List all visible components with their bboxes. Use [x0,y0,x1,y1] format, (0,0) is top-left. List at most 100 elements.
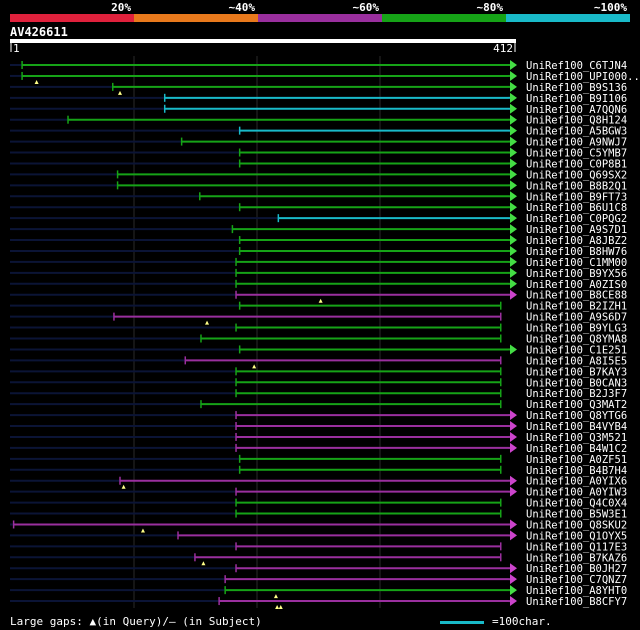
hit-label[interactable]: UniRef100_A0ZIS0 [526,279,627,291]
hit-row[interactable]: UniRef100_B9S136 [10,81,627,95]
hit-label[interactable]: UniRef100_B9YLG3 [526,323,627,335]
hit-row[interactable]: UniRef100_A9S6D7 [10,312,627,325]
hit-row[interactable]: UniRef100_B4W1C2 [10,442,627,455]
hit-row[interactable]: UniRef100_B9FT73 [10,191,627,203]
hit-label[interactable]: UniRef100_A7QQN6 [526,104,627,116]
hit-label[interactable]: UniRef100_B5W3E1 [526,509,627,521]
hit-row[interactable]: UniRef100_A0ZIS0 [10,278,627,291]
hit-row[interactable]: UniRef100_A5BGW3 [10,125,627,138]
hit-label[interactable]: UniRef100_B6U1C8 [526,202,627,214]
hit-label[interactable]: UniRef100_B4W1C2 [526,443,627,455]
hit-label[interactable]: UniRef100_B9S136 [526,82,627,94]
hit-row[interactable]: UniRef100_A0YIW3 [10,486,627,499]
hit-label[interactable]: UniRef100_B9FT73 [526,191,627,203]
hit-row[interactable]: UniRef100_B8B2Q1 [10,180,627,192]
hit-label[interactable]: UniRef100_B2IZH1 [526,301,627,313]
hit-label[interactable]: UniRef100_C0P8B1 [526,158,627,170]
hit-row[interactable]: UniRef100_A8JBZ2 [10,235,627,247]
hit-row[interactable]: UniRef100_B9YX56 [10,267,627,280]
hit-label[interactable]: UniRef100_C0PQG2 [526,213,627,225]
hit-row[interactable]: UniRef100_B7KAY3 [10,366,627,378]
hit-label[interactable]: UniRef100_B8CE88 [526,290,627,302]
hit-label[interactable]: UniRef100_C6TJN4 [526,60,627,72]
hit-row[interactable]: UniRef100_A8YHT0 [10,585,627,599]
hit-row[interactable]: UniRef100_Q8H124 [10,114,627,127]
hit-label[interactable]: UniRef100_A0ZF51 [526,454,627,466]
hit-label[interactable]: UniRef100_C7QNZ7 [526,574,627,586]
hit-row[interactable]: UniRef100_Q8YTG6 [10,410,627,422]
hit-row[interactable]: UniRef100_Q69SX2 [10,169,627,181]
hit-row[interactable]: UniRef100_C1E251 [10,344,627,356]
hit-row[interactable]: UniRef100_B2J3F7 [10,388,627,400]
hit-row[interactable]: UniRef100_A9NWJ7 [10,136,627,149]
hit-row[interactable]: UniRef100_B7KAZ6 [10,552,627,566]
hit-label[interactable]: UniRef100_UPI000.. [526,71,640,83]
hit-row[interactable]: UniRef100_Q3MAT2 [10,399,627,411]
hit-row[interactable]: UniRef100_C1MM00 [10,256,627,269]
hit-label[interactable]: UniRef100_B9YX56 [526,268,627,280]
hit-row[interactable]: UniRef100_UPI000.. [10,70,640,84]
hit-label[interactable]: UniRef100_A9NWJ7 [526,137,627,149]
hit-row[interactable]: UniRef100_A0ZF51 [10,454,627,466]
hit-label[interactable]: UniRef100_A8YHT0 [526,585,627,597]
hit-row[interactable]: UniRef100_B2IZH1 [10,301,627,313]
hit-label[interactable]: UniRef100_B0JH27 [526,563,627,575]
hit-label[interactable]: UniRef100_B4B7H4 [526,465,627,477]
hit-label[interactable]: UniRef100_A0YIX6 [526,476,627,488]
hit-row[interactable]: UniRef100_Q8YMA8 [10,334,627,346]
hit-row[interactable]: UniRef100_C5YMB7 [10,147,627,160]
hit-label[interactable]: UniRef100_C5YMB7 [526,148,627,160]
hit-row[interactable]: UniRef100_B8HW76 [10,245,627,258]
hit-row[interactable]: UniRef100_C0PQG2 [10,213,627,225]
hit-row[interactable]: UniRef100_B4VYB4 [10,421,627,433]
hit-row[interactable]: UniRef100_A8I5E5 [10,355,627,369]
hit-label[interactable]: UniRef100_Q117E3 [526,541,627,553]
hit-label[interactable]: UniRef100_B7KAY3 [526,366,627,378]
hit-row[interactable]: UniRef100_B8CFY7 [10,596,627,610]
hit-row[interactable]: UniRef100_B0JH27 [10,563,627,575]
hit-row[interactable]: UniRef100_B9I106 [10,92,627,105]
hit-label[interactable]: UniRef100_Q3MAT2 [526,399,627,411]
hit-row[interactable]: UniRef100_B8CE88 [10,289,627,303]
hit-label[interactable]: UniRef100_C1E251 [526,344,627,356]
hit-row[interactable]: UniRef100_B0CAN3 [10,377,627,389]
hit-row[interactable]: UniRef100_A7QQN6 [10,103,627,116]
hit-label[interactable]: UniRef100_A5BGW3 [526,126,627,138]
hit-label[interactable]: UniRef100_Q8H124 [526,115,627,127]
hit-label[interactable]: UniRef100_B8B2Q1 [526,180,627,192]
hit-label[interactable]: UniRef100_B7KAZ6 [526,552,627,564]
hit-row[interactable]: UniRef100_C0P8B1 [10,158,627,170]
hit-label[interactable]: UniRef100_B9I106 [526,93,627,105]
hit-label[interactable]: UniRef100_A8I5E5 [526,355,627,367]
hit-row[interactable]: UniRef100_Q4C0X4 [10,498,627,510]
hit-label[interactable]: UniRef100_C1MM00 [526,257,627,269]
hit-label[interactable]: UniRef100_Q4C0X4 [526,498,627,510]
hit-row[interactable]: UniRef100_C7QNZ7 [10,574,627,586]
hit-row[interactable]: UniRef100_Q8SKU2 [10,519,627,533]
hit-row[interactable]: UniRef100_A0YIX6 [10,475,627,489]
hit-row[interactable]: UniRef100_B6U1C8 [10,202,627,214]
hit-label[interactable]: UniRef100_B8CFY7 [526,596,627,608]
hit-row[interactable]: UniRef100_C6TJN4 [10,60,627,72]
hit-label[interactable]: UniRef100_A8JBZ2 [526,235,627,247]
hit-row[interactable]: UniRef100_Q1OYX5 [10,530,627,542]
hit-label[interactable]: UniRef100_Q69SX2 [526,169,627,181]
hit-label[interactable]: UniRef100_A0YIW3 [526,487,627,499]
hit-label[interactable]: UniRef100_Q1OYX5 [526,530,627,542]
hit-row[interactable]: UniRef100_A9S7D1 [10,224,627,236]
hit-label[interactable]: UniRef100_Q8YTG6 [526,410,627,422]
hit-label[interactable]: UniRef100_Q3M521 [526,432,627,444]
hit-label[interactable]: UniRef100_B8HW76 [526,246,627,258]
hit-row[interactable]: UniRef100_Q3M521 [10,431,627,444]
hit-label[interactable]: UniRef100_Q8SKU2 [526,519,627,531]
hit-label[interactable]: UniRef100_A9S6D7 [526,312,627,324]
hit-row[interactable]: UniRef100_B9YLG3 [10,323,627,335]
hit-row[interactable]: UniRef100_B5W3E1 [10,509,627,521]
hit-label[interactable]: UniRef100_B4VYB4 [526,421,627,433]
hit-row[interactable]: UniRef100_B4B7H4 [10,465,627,477]
hit-row[interactable]: UniRef100_Q117E3 [10,541,627,553]
hit-label[interactable]: UniRef100_B2J3F7 [526,388,627,400]
hit-label[interactable]: UniRef100_Q8YMA8 [526,334,627,346]
hit-label[interactable]: UniRef100_A9S7D1 [526,224,627,236]
hit-label[interactable]: UniRef100_B0CAN3 [526,377,627,389]
